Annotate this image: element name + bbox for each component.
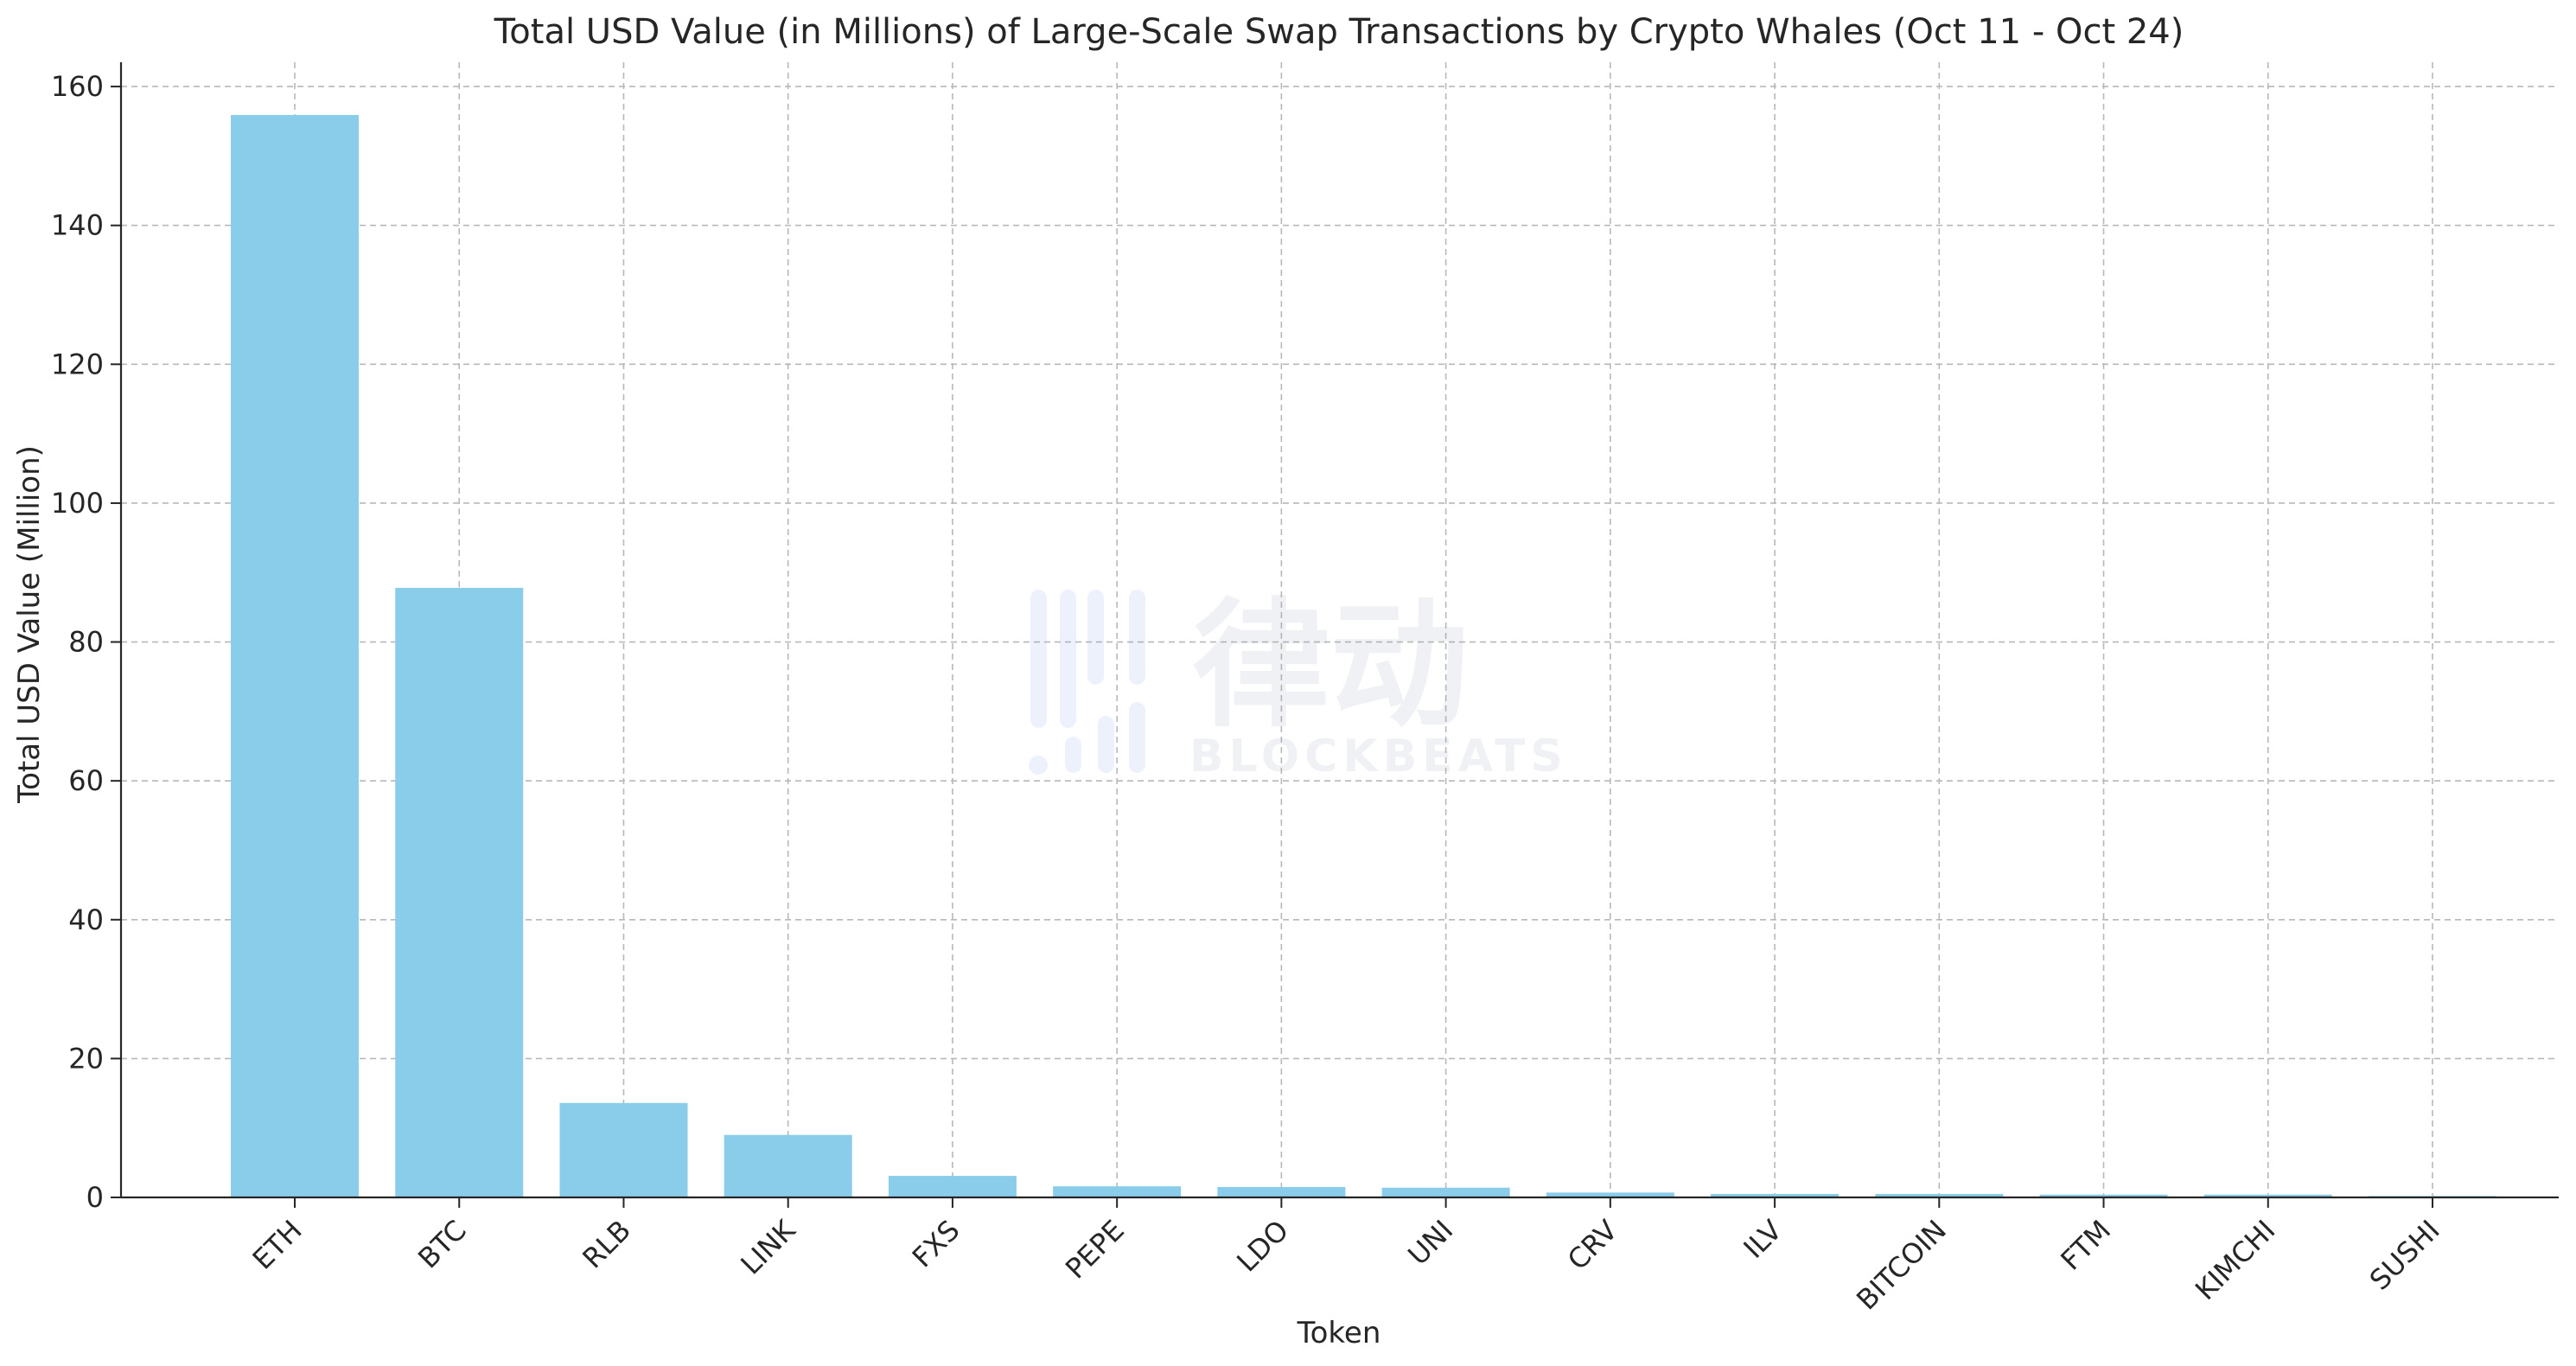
bar-link [724, 1134, 852, 1197]
axes [119, 62, 2559, 1199]
y-axis-ticks: 0 20 40 60 80 100 120 140 160 [51, 70, 121, 1214]
x-axis-ticks: ETH BTC RLB LINK FXS PEPE LDO UNI CRV ILV BITCOIN F… [246, 1197, 2446, 1317]
bar-kimchi [2203, 1194, 2332, 1197]
bar-fxs [888, 1176, 1017, 1197]
x-tick-label: CRV [1561, 1214, 1624, 1277]
bar-btc [395, 587, 524, 1197]
x-tick-label: ETH [246, 1214, 309, 1276]
x-axis-label: Token [1297, 1316, 1381, 1350]
y-tick-label: 140 [51, 209, 104, 242]
x-tick-label: FTM [2054, 1214, 2117, 1277]
x-tick-label: UNI [1401, 1214, 1459, 1272]
bar-uni [1381, 1187, 1510, 1197]
x-tick-label: BTC [411, 1214, 473, 1275]
blockbeats-logo-icon [1029, 590, 1145, 775]
bar-crv [1546, 1192, 1674, 1197]
bar-ilv [1711, 1193, 1840, 1197]
y-tick-label: 0 [86, 1181, 104, 1214]
chart-title: Total USD Value (in Millions) of Large-S… [494, 12, 2184, 52]
x-tick-label: LINK [734, 1213, 802, 1281]
y-tick-label: 40 [68, 903, 104, 936]
x-tick-label: FXS [906, 1214, 966, 1274]
x-tick-label: BITCOIN [1850, 1214, 1953, 1317]
y-tick-label: 100 [51, 487, 104, 520]
y-tick-label: 80 [68, 626, 104, 659]
blockbeats-watermark: 律动 BLOCKBEATS [1029, 584, 1568, 782]
bar-ldo [1217, 1186, 1346, 1197]
y-tick-label: 60 [68, 764, 104, 797]
x-tick-label: SUSHI [2363, 1214, 2446, 1297]
bar-bitcoin [1875, 1193, 2004, 1197]
y-tick-label: 160 [51, 70, 104, 103]
bar-rlb [559, 1102, 688, 1197]
bar-eth [231, 115, 359, 1197]
x-tick-label: KIMCHI [2189, 1214, 2281, 1306]
x-tick-label: RLB [576, 1214, 637, 1275]
watermark-text-cn: 律动 [1192, 584, 1469, 746]
grid-lines [121, 62, 2559, 1198]
bars [231, 115, 2496, 1197]
bar-ftm [2039, 1194, 2168, 1197]
watermark-text-en: BLOCKBEATS [1189, 731, 1568, 782]
y-tick-label: 20 [68, 1042, 104, 1075]
y-axis-label: Total USD Value (Million) [12, 445, 47, 804]
x-tick-label: LDO [1230, 1214, 1295, 1279]
x-tick-label: ILV [1738, 1214, 1789, 1265]
x-tick-label: PEPE [1059, 1214, 1131, 1286]
y-tick-label: 120 [51, 348, 104, 380]
bar-pepe [1053, 1186, 1182, 1197]
